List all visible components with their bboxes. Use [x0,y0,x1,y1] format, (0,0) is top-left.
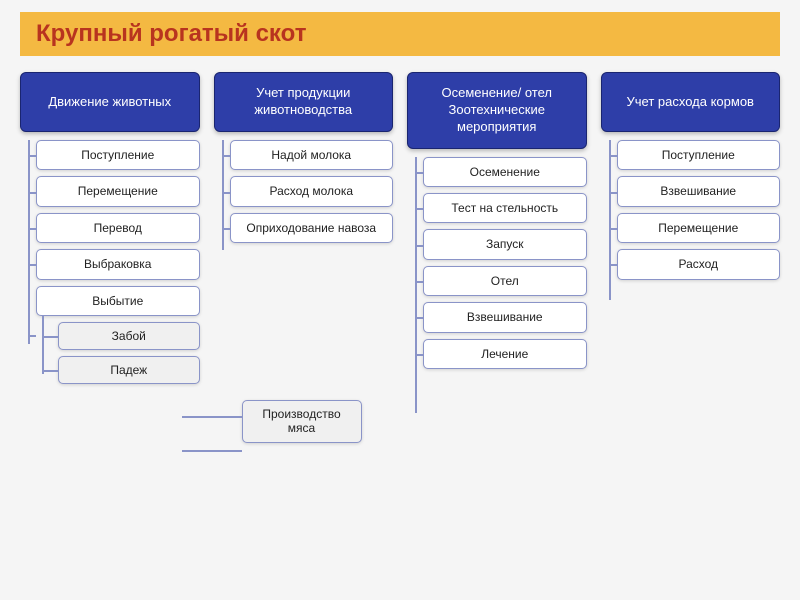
sub-item-row: Падеж [58,356,200,384]
column-header: Осеменение/ отел Зоотехнические мероприя… [407,72,587,149]
item-row: Перемещение [617,213,781,243]
item-box: Надой молока [230,140,394,170]
item-box: Запуск [423,229,587,259]
cross-connector [182,416,242,418]
column-header: Движение животных [20,72,200,132]
item-row: Расход [617,249,781,279]
item-box: Отел [423,266,587,296]
column-4: Учет расхода кормов Поступление Взвешива… [601,72,781,390]
item-list: Поступление Взвешивание Перемещение Расх… [601,140,781,280]
page-title: Крупный рогатый скот [36,20,764,48]
connector-horizontal [222,155,230,157]
item-row: Расход молока [230,176,394,206]
item-row: Поступление [36,140,200,170]
header-text: Учет продукции животноводства [223,85,385,119]
cross-connector [182,450,242,452]
item-box: Перемещение [617,213,781,243]
item-row: Запуск [423,229,587,259]
item-box: Взвешивание [617,176,781,206]
item-row: Взвешивание [423,302,587,332]
item-row: Осеменение [423,157,587,187]
connector-vertical [42,316,44,374]
item-row: Оприходование навоза [230,213,394,243]
item-box: Взвешивание [423,302,587,332]
item-list: Поступление Перемещение Перевод Выбраков… [20,140,200,384]
sub-item-box: Забой [58,322,200,350]
connector-horizontal [609,228,617,230]
column-header: Учет расхода кормов [601,72,781,132]
item-box: Выбраковка [36,249,200,279]
title-bar: Крупный рогатый скот [20,12,780,56]
item-box: Лечение [423,339,587,369]
connector-horizontal [28,228,36,230]
item-box: Расход [617,249,781,279]
connector-horizontal [609,192,617,194]
item-row: Перемещение [36,176,200,206]
connector-horizontal [415,208,423,210]
sub-item-box: Падеж [58,356,200,384]
column-header: Учет продукции животноводства [214,72,394,132]
connector-horizontal [415,281,423,283]
item-row: Отел [423,266,587,296]
item-row: Выбытие Забой Падеж [36,286,200,384]
header-text-line2: Зоотехнические мероприятия [416,102,578,136]
connector-horizontal [415,354,423,356]
sub-item-list: Забой Падеж [36,322,200,384]
item-row: Перевод [36,213,200,243]
item-row: Надой молока [230,140,394,170]
header-text: Движение животных [29,94,191,111]
slide: Крупный рогатый скот Движение животных П… [0,0,800,600]
extra-node-production: Производство мяса [242,400,362,443]
item-box: Перевод [36,213,200,243]
item-box: Выбытие [36,286,200,316]
item-box: Тест на стельность [423,193,587,223]
item-row: Лечение [423,339,587,369]
connector-horizontal [28,335,36,337]
connector-horizontal [222,228,230,230]
item-row: Выбраковка [36,249,200,279]
header-text: Учет расхода кормов [610,94,772,111]
header-text-line1: Осеменение/ отел [416,85,578,102]
connector-vertical [28,140,30,344]
item-box: Перемещение [36,176,200,206]
item-list: Надой молока Расход молока Оприходование… [214,140,394,243]
item-row: Взвешивание [617,176,781,206]
connector-horizontal [28,155,36,157]
connector-horizontal [28,192,36,194]
column-1: Движение животных Поступление Перемещени… [20,72,200,390]
item-box: Осеменение [423,157,587,187]
column-3: Осеменение/ отел Зоотехнические мероприя… [407,72,587,390]
column-2: Учет продукции животноводства Надой моло… [214,72,394,390]
connector-horizontal [44,370,58,372]
columns-container: Движение животных Поступление Перемещени… [20,72,780,390]
connector-horizontal [609,155,617,157]
item-box: Поступление [36,140,200,170]
connector-horizontal [415,172,423,174]
extra-node-label: Производство мяса [262,407,340,435]
connector-vertical [609,140,611,300]
item-box: Оприходование навоза [230,213,394,243]
connector-horizontal [28,264,36,266]
connector-horizontal [222,192,230,194]
item-box: Расход молока [230,176,394,206]
connector-horizontal [415,245,423,247]
item-box: Поступление [617,140,781,170]
item-list: Осеменение Тест на стельность Запуск Оте… [407,157,587,369]
item-row: Поступление [617,140,781,170]
connector-horizontal [415,317,423,319]
item-row: Тест на стельность [423,193,587,223]
connector-horizontal [609,264,617,266]
connector-vertical [415,157,417,413]
connector-horizontal [44,336,58,338]
sub-item-row: Забой [58,322,200,350]
